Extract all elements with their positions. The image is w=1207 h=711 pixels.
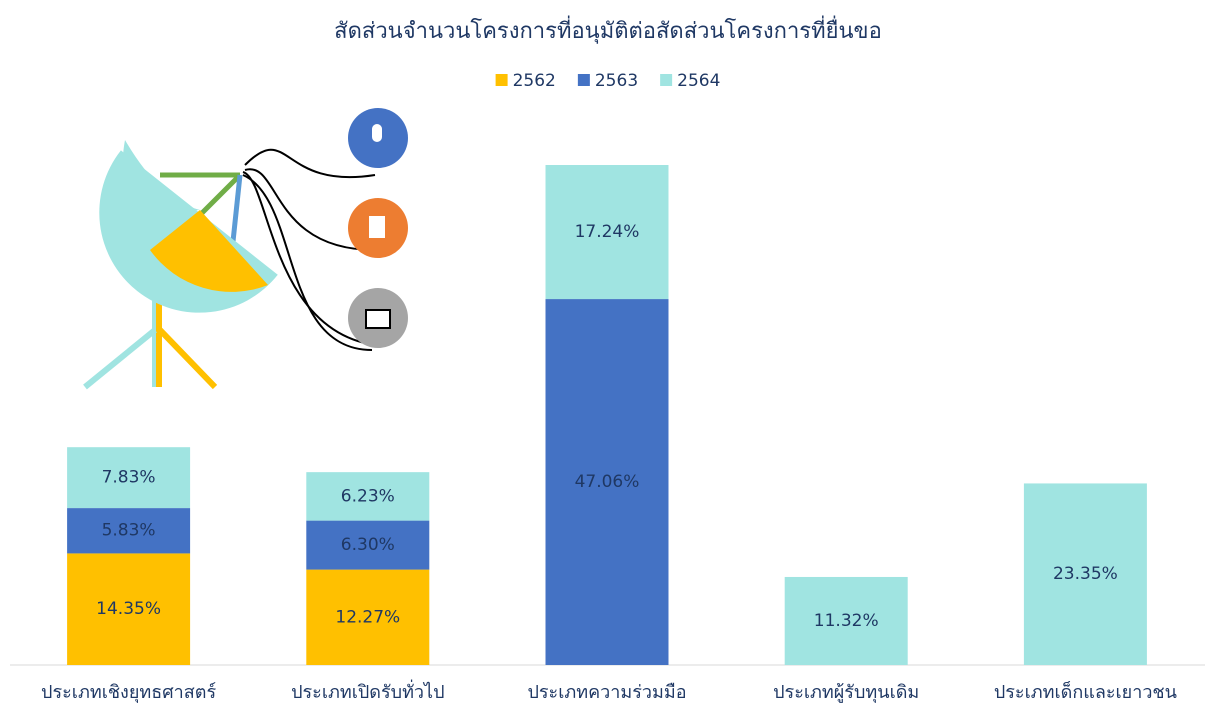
legend-item: 2562 [496,71,556,91]
x-tick-label: ประเภทผู้รับทุนเดิม [773,682,919,703]
x-tick-label: ประเภทความร่วมมือ [527,682,686,703]
x-tick-label: ประเภทเปิดรับทั่วไป [291,679,444,703]
legend-label: 2562 [513,71,556,91]
chart-title: สัดส่วนจำนวนโครงการที่อนุมัติต่อสัดส่วนโ… [334,15,882,44]
data-label: 7.83% [102,468,156,488]
chart: สัดส่วนจำนวนโครงการที่อนุมัติต่อสัดส่วนโ… [0,0,1207,711]
legend-item: 2564 [660,71,720,91]
legend-swatch [660,74,672,86]
x-tick-label: ประเภทเด็กและเยาวชน [994,680,1177,703]
data-label: 12.27% [335,607,400,627]
x-tick-label: ประเภทเชิงยุทธศาสตร์ [41,682,216,703]
legend: 2562 2563 2564 [496,71,721,91]
data-label: 23.35% [1053,564,1118,584]
data-label: 5.83% [102,521,156,541]
data-label: 6.30% [341,535,395,555]
data-label: 47.06% [575,472,640,492]
satellite-illustration [85,108,408,387]
data-label: 14.35% [96,599,161,619]
legend-swatch [496,74,508,86]
data-label: 11.32% [814,611,879,631]
legend-item: 2563 [578,71,638,91]
data-label: 17.24% [575,222,640,242]
data-label: 6.23% [341,486,395,506]
legend-label: 2564 [677,71,720,91]
legend-swatch [578,74,590,86]
legend-label: 2563 [595,71,638,91]
